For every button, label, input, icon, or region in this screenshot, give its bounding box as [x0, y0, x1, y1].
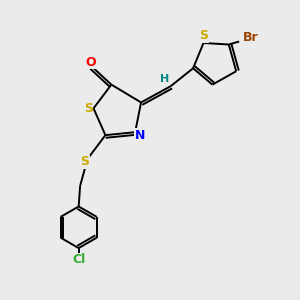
Text: Br: Br: [243, 31, 259, 44]
Text: S: S: [199, 29, 208, 42]
Text: Cl: Cl: [72, 254, 85, 266]
Text: O: O: [85, 56, 96, 69]
Text: S: S: [84, 102, 93, 115]
Text: S: S: [80, 155, 89, 168]
Text: N: N: [134, 129, 145, 142]
Text: H: H: [160, 74, 169, 84]
